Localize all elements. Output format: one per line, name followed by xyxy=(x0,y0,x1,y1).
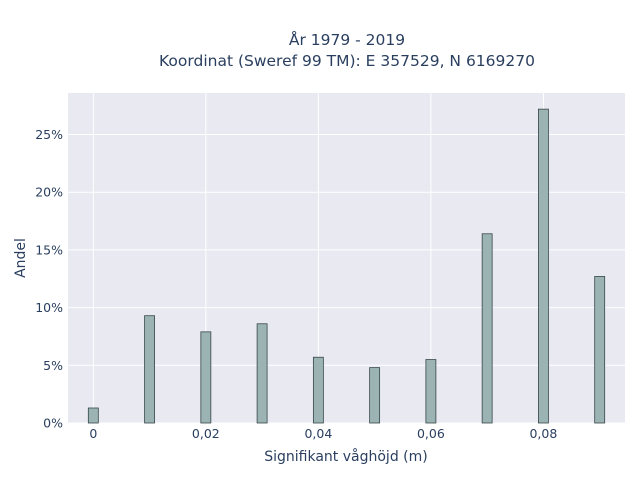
x-tick-label-4: 0,08 xyxy=(529,426,557,441)
x-tick-label-3: 0,06 xyxy=(417,426,445,441)
y-axis-title: Andel xyxy=(13,238,29,278)
bar-3 xyxy=(256,323,268,424)
bars xyxy=(87,108,606,424)
bar-0 xyxy=(87,407,99,424)
bar-5 xyxy=(369,367,381,424)
bar-4 xyxy=(312,356,324,424)
y-tick-label-3: 15% xyxy=(35,242,63,257)
y-tick-label-4: 20% xyxy=(35,185,63,200)
y-tick-label-1: 5% xyxy=(43,358,63,373)
x-tick-label-0: 0 xyxy=(89,426,97,441)
bar-7 xyxy=(481,233,493,424)
bar-6 xyxy=(425,359,437,424)
chart-title-line-1: År 1979 - 2019 xyxy=(289,30,405,49)
y-tick-label-5: 25% xyxy=(35,127,63,142)
chart-title-line-2: Koordinat (Sweref 99 TM): E 357529, N 61… xyxy=(159,52,535,70)
bar-2 xyxy=(200,331,212,424)
bar-1 xyxy=(144,315,155,424)
bar-9 xyxy=(594,276,606,424)
y-tick-label-0: 0% xyxy=(43,416,63,431)
x-axis-title: Signifikant våghöjd (m) xyxy=(264,448,427,465)
plot-area xyxy=(68,93,625,423)
y-tick-label-2: 10% xyxy=(35,300,63,315)
x-tick-label-2: 0,04 xyxy=(304,426,332,441)
bar-8 xyxy=(538,108,549,424)
x-tick-label-1: 0,02 xyxy=(192,426,220,441)
y-tick-labels: 0% 5% 10% 15% 20% 25% xyxy=(35,127,63,430)
x-tick-labels: 0 0,02 0,04 0,06 0,08 xyxy=(89,426,557,441)
grid-lines xyxy=(68,93,625,424)
